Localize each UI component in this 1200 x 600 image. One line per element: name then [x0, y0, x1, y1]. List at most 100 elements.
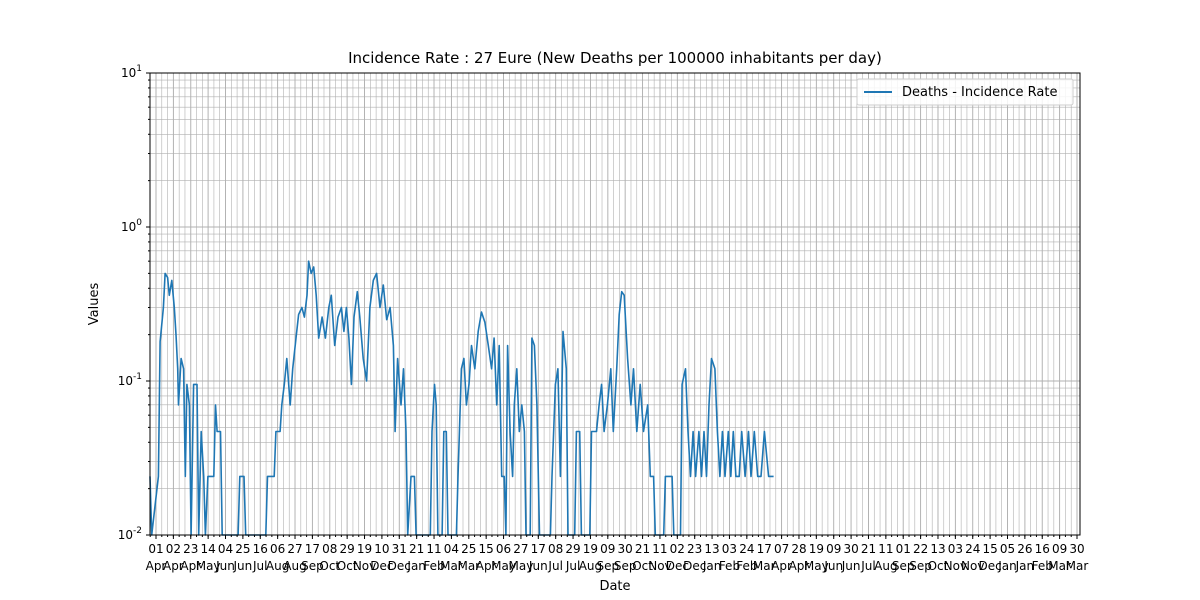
x-tick-day-label: 17 — [531, 542, 546, 556]
x-tick-day-label: 30 — [1069, 542, 1084, 556]
chart-title: Incidence Rate : 27 Eure (New Deaths per… — [348, 49, 882, 67]
x-tick-month-label: Aug — [283, 559, 306, 573]
x-tick-month-label: Apr — [771, 559, 792, 573]
x-tick-month-label: May — [196, 559, 221, 573]
x-tick-day-label: 07 — [774, 542, 789, 556]
x-tick-day-label: 17 — [757, 542, 772, 556]
x-tick-day-label: 23 — [183, 542, 198, 556]
x-tick-month-label: Apr — [789, 559, 810, 573]
grid — [149, 72, 1080, 536]
x-tick-month-label: Sep — [596, 559, 619, 573]
x-tick-month-label: Oct — [928, 559, 949, 573]
x-tick-month-label: Jan — [997, 559, 1017, 573]
x-tick-day-label: 30 — [843, 542, 858, 556]
plot-frame — [149, 72, 1081, 536]
y-tick-label: 100 — [121, 218, 142, 234]
x-tick-day-label: 02 — [670, 542, 685, 556]
x-tick-month-label: Nov — [648, 559, 671, 573]
x-tick-day-label: 15 — [982, 542, 997, 556]
x-tick-day-label: 19 — [809, 542, 824, 556]
x-tick-day-label: 26 — [1017, 542, 1032, 556]
x-tick-month-label: Sep — [892, 559, 915, 573]
x-tick-month-label: Mar — [440, 559, 463, 573]
x-tick-month-label: Feb — [1032, 559, 1053, 573]
series-layer — [149, 260, 774, 536]
x-tick-day-label: 13 — [930, 542, 945, 556]
x-tick-month-label: Mar — [1066, 559, 1089, 573]
x-tick-month-label: Jan — [702, 559, 722, 573]
x-tick-day-label: 14 — [200, 542, 215, 556]
x-tick-day-label: 09 — [600, 542, 615, 556]
x-tick-day-label: 29 — [340, 542, 355, 556]
x-tick-day-label: 11 — [426, 542, 441, 556]
x-tick-month-label: Feb — [736, 559, 757, 573]
x-tick-month-label: Nov — [961, 559, 984, 573]
x-tick-day-label: 27 — [513, 542, 528, 556]
x-tick-month-label: Aug — [266, 559, 289, 573]
x-tick-day-label: 21 — [635, 542, 650, 556]
x-tick-month-label: Dec — [370, 559, 393, 573]
x-tick-month-label: May — [804, 559, 829, 573]
x-tick-month-label: Jul — [565, 559, 580, 573]
x-tick-day-label: 19 — [357, 542, 372, 556]
x-tick-day-label: 11 — [878, 542, 893, 556]
x-tick-day-label: 08 — [548, 542, 563, 556]
x-tick-day-label: 01 — [896, 542, 911, 556]
x-tick-month-label: Feb — [423, 559, 444, 573]
x-tick-month-label: Dec — [683, 559, 706, 573]
legend-box — [856, 78, 1074, 106]
x-tick-month-label: Mar — [457, 559, 480, 573]
x-tick-month-label: Sep — [909, 559, 932, 573]
x-tick-month-label: Dec — [978, 559, 1001, 573]
x-axis-ticks: 01Apr02Apr23Apr14May04Jun25Jun16Jul06Aug… — [146, 535, 1089, 573]
x-tick-month-label: May — [491, 559, 516, 573]
x-tick-day-label: 04 — [444, 542, 459, 556]
x-tick-month-label: Oct — [319, 559, 340, 573]
x-tick-day-label: 24 — [965, 542, 980, 556]
x-tick-day-label: 15 — [479, 542, 494, 556]
x-tick-day-label: 03 — [722, 542, 737, 556]
x-tick-day-label: 05 — [1000, 542, 1015, 556]
x-tick-day-label: 21 — [409, 542, 424, 556]
x-tick-day-label: 03 — [948, 542, 963, 556]
x-tick-month-label: Apr — [180, 559, 201, 573]
y-tick-label: 10-1 — [118, 372, 142, 388]
x-tick-month-label: Jan — [406, 559, 426, 573]
x-tick-month-label: Oct — [632, 559, 653, 573]
x-tick-day-label: 17 — [305, 542, 320, 556]
x-tick-month-label: Nov — [353, 559, 376, 573]
x-tick-day-label: 16 — [253, 542, 268, 556]
x-tick-month-label: Nov — [944, 559, 967, 573]
series-line-deaths-incidence-rate — [149, 260, 774, 536]
x-tick-day-label: 13 — [704, 542, 719, 556]
x-tick-day-label: 02 — [166, 542, 181, 556]
x-tick-month-label: Jun — [823, 559, 843, 573]
x-tick-month-label: Mar — [1048, 559, 1071, 573]
x-tick-month-label: Jun — [215, 559, 235, 573]
x-tick-month-label: Jun — [841, 559, 861, 573]
x-tick-month-label: Sep — [301, 559, 324, 573]
x-tick-day-label: 06 — [496, 542, 511, 556]
x-axis-label: Date — [599, 579, 630, 594]
x-tick-day-label: 21 — [861, 542, 876, 556]
x-tick-month-label: Jul — [252, 559, 267, 573]
x-tick-month-label: Mar — [753, 559, 776, 573]
x-tick-day-label: 25 — [461, 542, 476, 556]
y-axis-ticks: 10-2 10-1 100 101 — [118, 64, 150, 542]
legend: Deaths - Incidence Rate — [856, 78, 1074, 106]
x-tick-month-label: Jul — [547, 559, 562, 573]
x-tick-day-label: 08 — [322, 542, 337, 556]
x-tick-day-label: 24 — [739, 542, 754, 556]
x-tick-month-label: Apr — [163, 559, 184, 573]
x-tick-month-label: Dec — [666, 559, 689, 573]
x-tick-day-label: 06 — [270, 542, 285, 556]
x-tick-day-label: 28 — [791, 542, 806, 556]
x-tick-month-label: Jun — [528, 559, 548, 573]
y-axis-label: Values — [87, 283, 102, 326]
x-tick-month-label: Apr — [476, 559, 497, 573]
y-tick-label: 10-2 — [118, 526, 142, 542]
x-tick-month-label: Oct — [337, 559, 358, 573]
x-tick-day-label: 27 — [287, 542, 302, 556]
x-tick-day-label: 29 — [565, 542, 580, 556]
x-tick-day-label: 16 — [1035, 542, 1050, 556]
